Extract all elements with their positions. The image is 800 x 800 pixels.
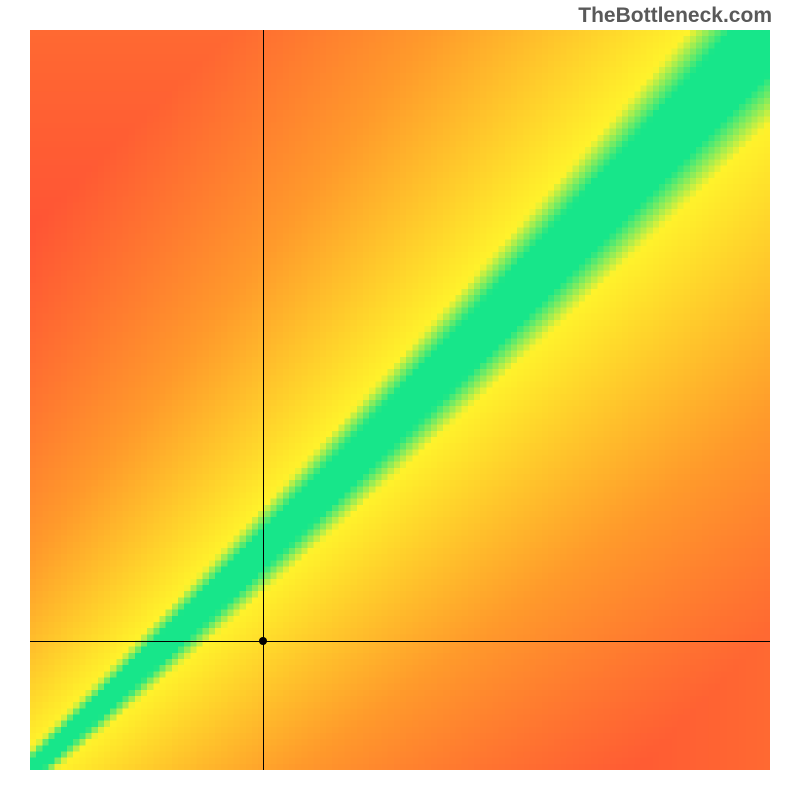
chart-container: TheBottleneck.com — [0, 0, 800, 800]
heatmap-canvas — [30, 30, 770, 770]
crosshair-vertical — [263, 30, 264, 770]
heatmap-plot — [30, 30, 770, 770]
crosshair-marker — [259, 637, 267, 645]
crosshair-horizontal — [30, 641, 770, 642]
attribution-text: TheBottleneck.com — [578, 4, 772, 28]
